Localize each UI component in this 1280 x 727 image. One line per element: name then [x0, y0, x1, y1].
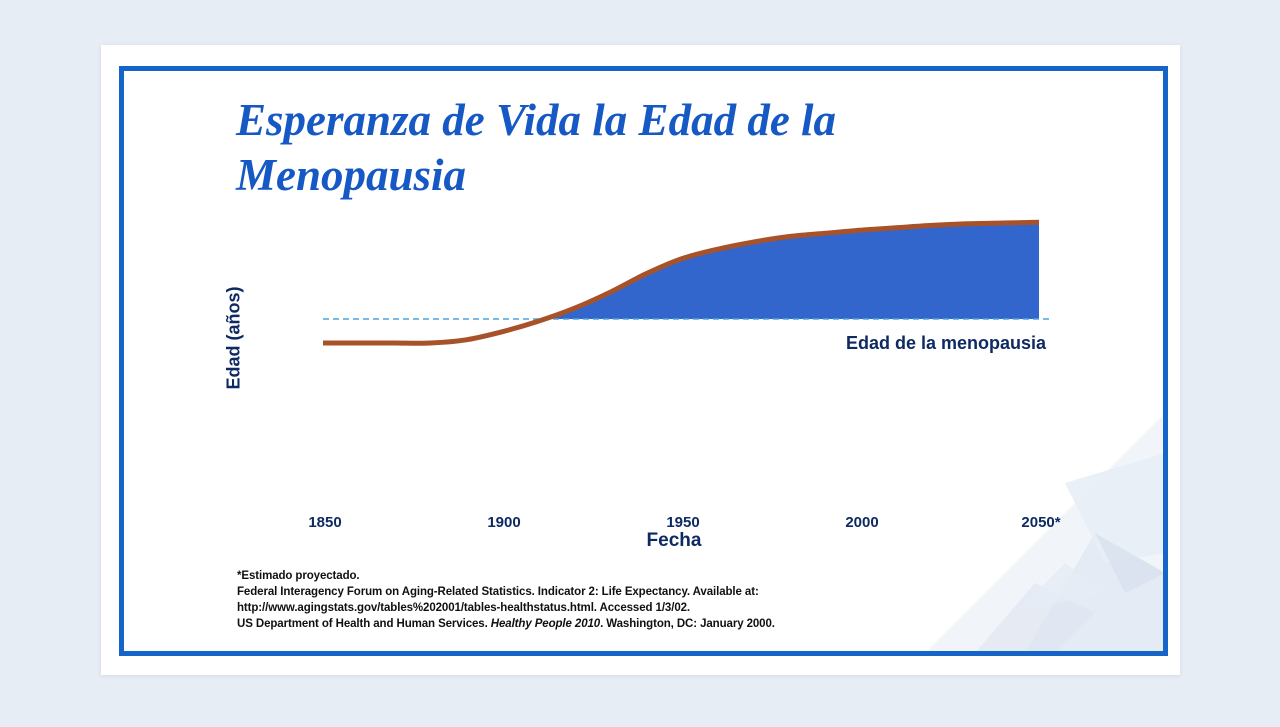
footnote-estimate: *Estimado proyectado.: [237, 570, 360, 582]
footnote-source-2-italic: Healthy People 2010: [490, 618, 601, 630]
life-expectancy-line: [323, 219, 1040, 346]
x-tick-label: 1900: [487, 514, 520, 531]
footnote-source-2: US Department of Health and Human Servic…: [237, 616, 775, 632]
slide-frame: Esperanza de Vida la Edad de la Menopaus…: [119, 66, 1168, 656]
footnote-source-1: Federal Interagency Forum on Aging-Relat…: [237, 586, 759, 598]
decorative-polygon-background: [927, 415, 1163, 651]
x-axis-label: Fecha: [646, 530, 702, 551]
life-expectancy-gain-area: [544, 222, 1039, 319]
reference-layer: Edad de la menopausia: [323, 318, 1049, 353]
slide-title: Esperanza de Vida la Edad de la Menopaus…: [236, 95, 837, 200]
x-tick-label: 1850: [308, 514, 341, 531]
footnote-source-2-pre: US Department of Health and Human Servic…: [237, 618, 491, 630]
x-tick-layer: 1850 1900 1950 2000 2050*: [308, 514, 1060, 531]
life-expectancy-chart: Edad de la menopausia 1850 1900 1950 2000 20…: [308, 219, 1061, 531]
menopause-age-label: Edad de la menopausia: [846, 333, 1047, 353]
slide: Esperanza de Vida la Edad de la Menopaus…: [101, 45, 1180, 675]
x-tick-label: 2000: [845, 514, 878, 531]
x-tick-label: 1950: [666, 514, 699, 531]
footnote-source-url: http://www.agingstats.gov/tables%202001/…: [237, 602, 691, 614]
x-tick-label: 2050*: [1021, 514, 1060, 531]
footnotes: *Estimado proyectado. Federal Interagenc…: [237, 568, 775, 632]
footnote-source-2-post: . Washington, DC: January 2000.: [600, 618, 775, 630]
line-layer: [323, 219, 1040, 346]
area-layer: [544, 222, 1039, 319]
